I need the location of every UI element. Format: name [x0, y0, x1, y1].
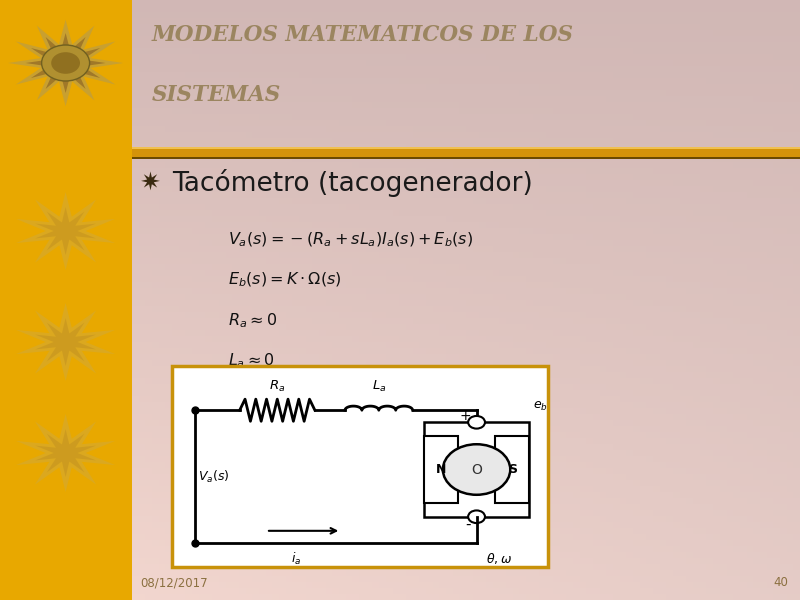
- Polygon shape: [132, 149, 800, 157]
- Text: N: N: [436, 463, 446, 476]
- Polygon shape: [8, 20, 123, 106]
- Circle shape: [42, 45, 90, 81]
- Text: $E_b(s) = K \cdot \Omega(s)$: $E_b(s) = K \cdot \Omega(s)$: [228, 271, 342, 289]
- Polygon shape: [132, 147, 800, 149]
- Text: SISTEMAS: SISTEMAS: [152, 84, 282, 106]
- Circle shape: [468, 511, 485, 523]
- FancyBboxPatch shape: [424, 422, 530, 517]
- Polygon shape: [26, 33, 106, 93]
- Text: $V_a(s) \approx K \cdot \Omega(s)$: $V_a(s) \approx K \cdot \Omega(s)$: [228, 392, 342, 410]
- FancyBboxPatch shape: [424, 436, 458, 503]
- FancyBboxPatch shape: [495, 436, 530, 503]
- Text: $L_a$: $L_a$: [371, 379, 386, 394]
- Polygon shape: [16, 414, 115, 492]
- FancyBboxPatch shape: [172, 366, 548, 567]
- Polygon shape: [16, 303, 115, 381]
- Circle shape: [51, 52, 80, 74]
- Text: Tacómetro (tacogenerador): Tacómetro (tacogenerador): [172, 169, 533, 197]
- Polygon shape: [16, 192, 115, 270]
- Polygon shape: [0, 0, 132, 600]
- Text: MODELOS MATEMATICOS DE LOS: MODELOS MATEMATICOS DE LOS: [152, 24, 574, 46]
- Text: O: O: [471, 463, 482, 476]
- Text: -: -: [466, 517, 471, 532]
- Text: +: +: [459, 409, 471, 423]
- Polygon shape: [35, 207, 96, 255]
- Text: $V_a(s)$: $V_a(s)$: [198, 469, 230, 485]
- Text: ✷: ✷: [140, 171, 161, 195]
- Text: $R_a$: $R_a$: [269, 379, 286, 394]
- Text: $L_a \approx 0$: $L_a \approx 0$: [228, 351, 275, 370]
- Text: $e_b$: $e_b$: [533, 400, 548, 413]
- Text: 40: 40: [773, 576, 788, 589]
- Text: $\theta, \omega$: $\theta, \omega$: [486, 551, 512, 566]
- Text: $V_a(s) = -(R_a + sL_a)I_a(s) + E_b(s)$: $V_a(s) = -(R_a + sL_a)I_a(s) + E_b(s)$: [228, 231, 473, 249]
- Polygon shape: [132, 157, 800, 159]
- Text: 08/12/2017: 08/12/2017: [140, 576, 208, 589]
- Circle shape: [443, 444, 510, 495]
- Text: S: S: [508, 463, 517, 476]
- Text: $R_a \approx 0$: $R_a \approx 0$: [228, 311, 277, 330]
- Circle shape: [468, 416, 485, 428]
- Polygon shape: [35, 429, 96, 477]
- Text: $i_a$: $i_a$: [291, 551, 302, 567]
- Polygon shape: [35, 318, 96, 366]
